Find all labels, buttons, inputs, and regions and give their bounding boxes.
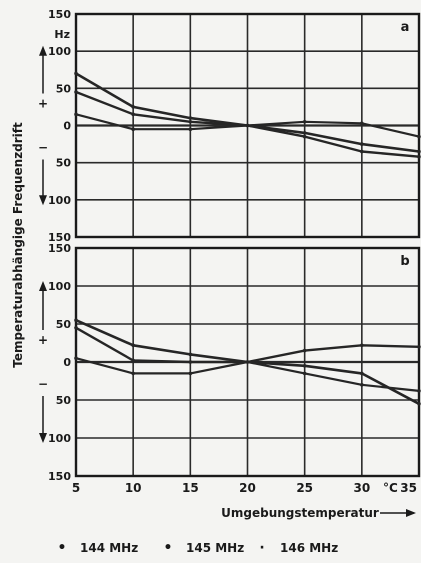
- series-point: [74, 356, 78, 361]
- series-point: [360, 371, 364, 376]
- arrow-up-head: [39, 281, 47, 291]
- sign-minus: −: [38, 377, 48, 391]
- series-point: [131, 112, 135, 117]
- y-tick-label: 150: [48, 8, 71, 21]
- y-tick-label: 100: [48, 280, 71, 293]
- x-tick-label: 25: [296, 481, 313, 495]
- series-point: [245, 360, 250, 364]
- series-point: [131, 105, 135, 109]
- y-tick-label: 50: [56, 318, 72, 331]
- panel-frame: [74, 246, 421, 478]
- y-tick-label: 0: [63, 356, 71, 369]
- y-tick-label: 150: [48, 470, 71, 483]
- legend-marker: •: [58, 540, 67, 556]
- series-point: [74, 71, 78, 76]
- series-point: [188, 360, 193, 364]
- arrow-up-head: [39, 45, 47, 56]
- sign-plus: +: [38, 97, 48, 111]
- series-point: [302, 119, 307, 124]
- legend-label: 144 MHz: [80, 541, 138, 555]
- series-point: [417, 154, 421, 159]
- y-tick-label: 50: [56, 157, 72, 170]
- series-point: [302, 348, 307, 353]
- series-point: [417, 389, 421, 393]
- series-point: [131, 371, 135, 376]
- x-tick-label: 30: [353, 481, 370, 495]
- legend-label: 146 MHz: [280, 541, 338, 555]
- y-unit-label: Hz: [54, 28, 70, 41]
- x-tick-label: 5: [72, 481, 80, 495]
- text-layer: 150 100 50 0 50 100 150 a + − 150 100 50 0 50 100 150 b + −…: [11, 8, 417, 556]
- arrow-down-head: [39, 195, 47, 206]
- sign-plus: +: [38, 333, 48, 347]
- y-tick-label: 0: [63, 120, 71, 133]
- x-tick-label: 15: [182, 481, 199, 495]
- series-point: [74, 90, 78, 94]
- panel-label: a: [401, 20, 410, 35]
- series-point: [131, 127, 135, 132]
- series-point: [360, 383, 364, 387]
- series-point: [74, 318, 78, 323]
- x-arrow-head: [406, 509, 416, 517]
- series-point: [188, 127, 193, 132]
- series-point: [417, 149, 421, 154]
- series-point: [188, 371, 193, 376]
- series-point: [360, 343, 364, 348]
- y-tick-label: 50: [56, 394, 72, 407]
- sign-minus: −: [38, 141, 48, 155]
- grid-layer: [76, 14, 419, 476]
- y-tick-label: 50: [56, 82, 72, 95]
- frame-layer: [39, 12, 421, 517]
- series-point: [302, 131, 307, 135]
- y-tick-label: 100: [48, 45, 71, 58]
- series-point: [302, 371, 307, 376]
- x-unit-label: °C: [383, 481, 398, 495]
- series-point: [417, 134, 421, 139]
- series-point: [245, 123, 250, 128]
- series-point: [74, 112, 78, 117]
- series-layer: [74, 71, 421, 406]
- legend-label: 145 MHz: [186, 541, 244, 555]
- series-point: [188, 116, 193, 120]
- y-tick-label: 100: [48, 194, 71, 207]
- arrow-down-head: [39, 433, 47, 443]
- series-point: [131, 358, 135, 363]
- series-point: [131, 343, 135, 348]
- series-point: [417, 402, 421, 406]
- series-point: [188, 352, 193, 357]
- panel-label: b: [400, 254, 409, 269]
- legend-marker: ·: [259, 540, 264, 556]
- series-point: [360, 149, 364, 154]
- series-point: [188, 119, 193, 124]
- series-point: [302, 364, 307, 368]
- legend-marker: •: [164, 540, 173, 556]
- x-tick-label: 20: [239, 481, 256, 495]
- series-point: [417, 345, 421, 349]
- series-point: [302, 134, 307, 139]
- y-tick-label: 100: [48, 432, 71, 445]
- series-point: [74, 326, 78, 330]
- y-tick-label: 150: [48, 231, 71, 244]
- panel-frame: [74, 12, 421, 239]
- x-tick-label: 10: [125, 481, 142, 495]
- y-tick-label: 150: [48, 242, 71, 255]
- series-point: [360, 121, 364, 126]
- x-tick-label: 35: [400, 481, 417, 495]
- y-axis-label: Temperaturabhängige Frequenzdrift: [11, 122, 25, 368]
- series-point: [360, 142, 364, 146]
- x-axis-label: Umgebungstemperatur: [221, 506, 379, 520]
